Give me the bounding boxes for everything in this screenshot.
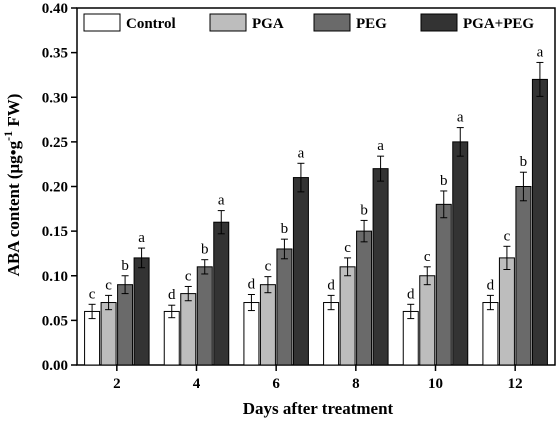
bar [323,302,340,366]
y-tick-label: 0.15 [42,224,68,240]
significance-label: c [265,259,272,275]
y-tick-label: 0.05 [42,313,68,329]
significance-label: a [377,138,384,154]
bar [100,302,117,366]
significance-label: a [457,110,464,126]
significance-label: a [537,44,544,60]
significance-label: c [504,228,511,244]
x-tick-label: 6 [272,376,280,392]
significance-label: b [201,242,209,258]
bar [531,78,548,366]
bar [419,275,436,366]
significance-label: d [327,277,335,293]
x-tick-label: 8 [352,376,360,392]
bar [482,302,499,366]
significance-label: a [218,193,225,209]
bar [435,203,452,366]
legend-swatch [209,13,247,32]
significance-label: d [407,286,415,302]
y-tick-label: 0.20 [42,180,68,196]
bar [339,266,356,366]
y-tick-label: 0.35 [42,46,68,62]
bar [402,310,419,366]
significance-label: b [520,154,528,170]
bar [276,248,293,366]
significance-label: d [487,277,495,293]
significance-label: c [344,240,351,256]
legend-label: PGA [252,16,284,32]
bar [372,168,389,366]
bar [243,302,260,366]
x-tick-label: 4 [193,376,201,392]
bar [356,230,373,366]
bar [213,221,230,366]
significance-label: d [168,287,176,303]
legend: Control PGA PEG PGA+PEG [83,13,534,32]
y-axis: 0.00 0.05 0.10 0.15 0.20 0.25 0.30 0.35 0.40 [42,1,77,374]
significance-label: c [424,249,431,265]
y-axis-title-tail: FW) [4,94,23,131]
legend-swatch [420,13,458,32]
legend-label: PEG [356,16,387,32]
legend-label: Control [126,16,176,32]
x-axis: 2 4 6 8 10 12 [113,365,523,392]
significance-label: b [360,202,368,218]
legend-label: PGA+PEG [463,16,534,32]
y-tick-label: 0.00 [42,358,68,374]
y-tick-label: 0.30 [42,90,68,106]
x-axis-title: Days after treatment [243,399,394,418]
y-tick-label: 0.10 [42,269,68,285]
y-axis-title-sup: -1 [1,131,15,141]
significance-label: b [281,221,289,237]
bar [515,186,532,366]
bar [117,284,134,366]
x-tick-label: 12 [508,376,523,392]
bar [133,257,150,366]
y-tick-label: 0.25 [42,135,68,151]
significance-label: b [440,173,448,189]
significance-label: a [298,145,305,161]
significance-label: c [89,286,96,302]
y-axis-title: ABA content (μg•g-1 FW) [1,94,23,277]
x-tick-label: 2 [113,376,121,392]
legend-swatch [83,13,121,32]
bar [498,257,515,366]
significance-label: a [138,230,145,246]
significance-label: d [248,276,256,292]
bar [163,310,180,366]
legend-swatch [313,13,351,32]
significance-label: c [185,268,192,284]
bar [84,310,101,366]
bar [180,293,197,366]
y-tick-label: 0.40 [42,1,68,17]
y-axis-title-main: ABA content (μg•g [4,140,23,276]
x-tick-label: 10 [428,376,443,392]
significance-label: c [105,277,112,293]
bar [196,266,213,366]
bar [292,177,309,366]
bar [452,141,469,366]
significance-label: b [121,258,129,274]
bar [259,284,276,366]
